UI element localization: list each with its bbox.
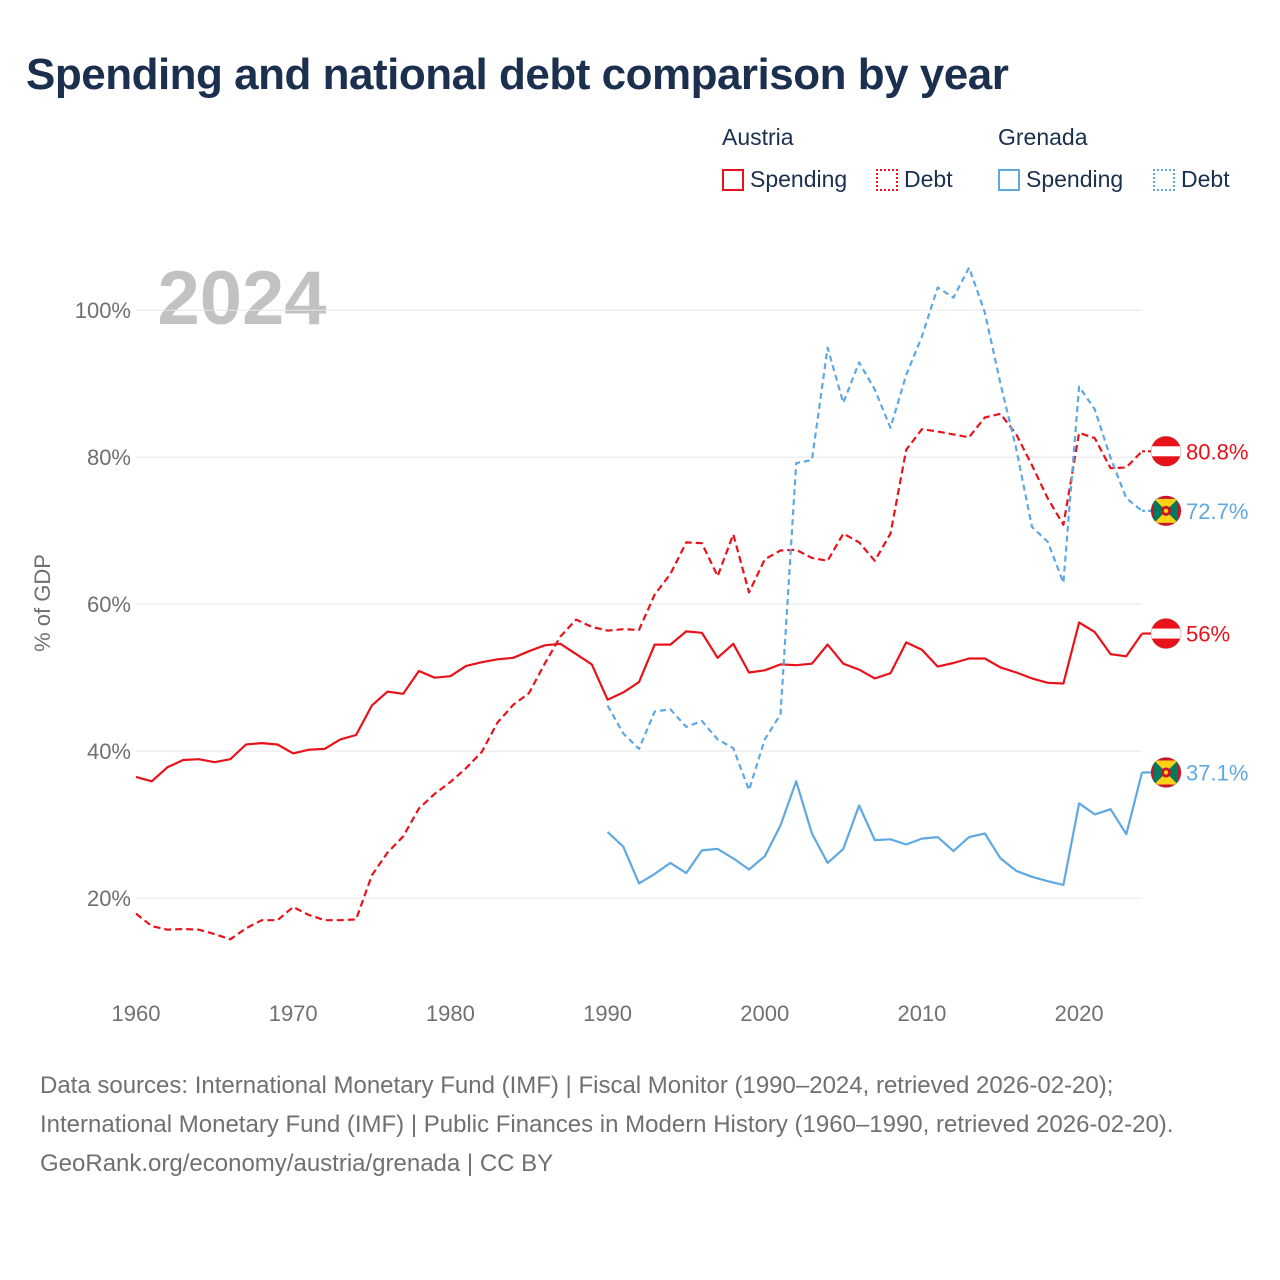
end-value-label: 80.8% — [1186, 439, 1248, 464]
legend-label: Spending — [750, 166, 848, 192]
attribution: GeoRank.org/economy/austria/grenada | CC… — [40, 1150, 554, 1177]
y-tick-label: 60% — [87, 592, 131, 617]
gridlines — [136, 309, 1142, 899]
end-value-label: 37.1% — [1186, 760, 1248, 785]
legend-label: Debt — [1181, 166, 1230, 192]
y-tick-label: 80% — [87, 445, 131, 470]
grenada-debt-line — [606, 266, 1143, 792]
x-tick-label: 1980 — [426, 1001, 475, 1026]
y-tick-labels: 20% 40% 60% 80% 100% — [75, 298, 131, 911]
footer: Data sources: International Monetary Fun… — [40, 1066, 1240, 1183]
end-value-label: 56% — [1186, 622, 1230, 647]
end-value-label: 72.7% — [1186, 499, 1248, 524]
line-chart: 2024 % of GDP 20%40%60%80%100% 1960 1970 1… — [30, 256, 1248, 1026]
chart-title: Spending and national debt comparison by… — [26, 50, 1009, 99]
x-tick-label: 1960 — [112, 1001, 161, 1026]
x-tick-label: 2010 — [897, 1001, 946, 1026]
austria-debt-line — [135, 412, 1143, 941]
x-tick-label: 1970 — [269, 1001, 318, 1026]
austria-flag-icon — [1150, 435, 1182, 467]
x-tick-labels: 1960 1970 1980 1990 2000 2010 2020 — [112, 1001, 1104, 1026]
legend-label: Debt — [904, 166, 953, 192]
legend-austria-spending[interactable]: Spending — [722, 166, 847, 193]
y-tick-label: 20% — [87, 886, 131, 911]
x-tick-label: 2020 — [1055, 1001, 1104, 1026]
legend-group-grenada: Grenada — [998, 124, 1088, 150]
austria-spending-line — [135, 621, 1143, 783]
grenada-flag-icon — [1150, 495, 1182, 527]
x-tick-label: 2000 — [740, 1001, 789, 1026]
legend-group-austria: Austria — [722, 124, 794, 150]
y-tick-label: 40% — [87, 739, 131, 764]
legend-swatch-dotted — [876, 168, 898, 191]
data-sources: Data sources: International Monetary Fun… — [40, 1072, 1174, 1138]
end-markers: 56% 80.8% 37.1% 72.7% — [1142, 435, 1248, 788]
year-watermark: 2024 — [157, 256, 326, 341]
legend-label: Spending — [1026, 166, 1124, 192]
series-lines — [135, 266, 1144, 941]
legend-swatch-dotted — [1153, 168, 1175, 191]
legend-swatch-solid — [722, 168, 744, 191]
legend-austria-debt[interactable]: Debt — [876, 166, 953, 193]
legend-swatch-solid — [998, 168, 1020, 191]
austria-flag-icon — [1150, 618, 1182, 650]
legend-grenada-spending[interactable]: Spending — [998, 166, 1123, 193]
y-tick-label: 100% — [75, 298, 131, 323]
grenada-flag-icon — [1150, 756, 1182, 788]
y-axis-label: % of GDP — [30, 554, 55, 652]
legend-grenada-debt[interactable]: Debt — [1153, 166, 1230, 193]
x-tick-label: 1990 — [583, 1001, 632, 1026]
grenada-spending-line — [606, 772, 1144, 887]
